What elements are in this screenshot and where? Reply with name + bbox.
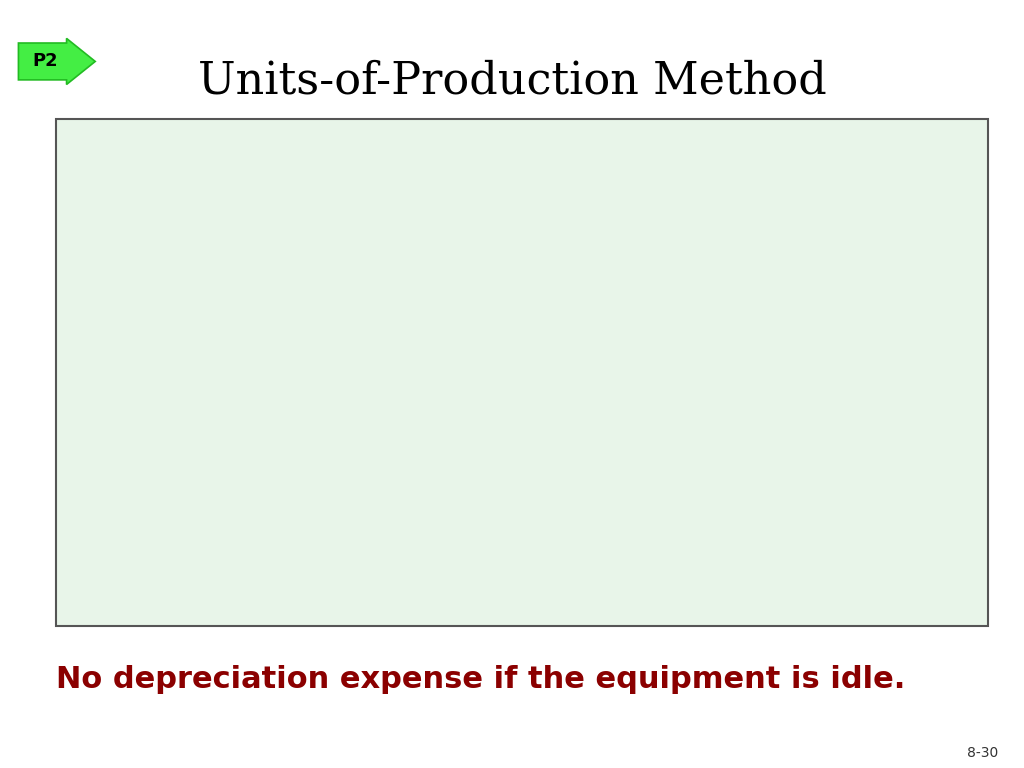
Text: Value: Value: [825, 191, 891, 211]
Text: 28,000: 28,000: [224, 280, 297, 300]
Text: 27,500: 27,500: [818, 280, 891, 300]
Text: 12,600: 12,600: [450, 280, 522, 300]
Text: 9,900: 9,900: [657, 251, 717, 271]
Text: 2010: 2010: [118, 280, 171, 300]
Text: 18,000: 18,000: [224, 368, 297, 388]
Text: 22,500: 22,500: [644, 310, 717, 329]
Text: $: $: [584, 251, 597, 271]
Text: 22,500: 22,500: [644, 280, 717, 300]
Text: P2: P2: [32, 52, 58, 71]
Text: Depreciation: Depreciation: [372, 167, 522, 187]
Text: 14,400: 14,400: [450, 339, 522, 359]
Text: -: -: [290, 310, 297, 329]
Text: 2009: 2009: [118, 251, 171, 271]
Text: 2011: 2011: [118, 310, 171, 329]
Text: Accumulated: Accumulated: [564, 167, 717, 187]
Text: 13,100: 13,100: [818, 339, 891, 359]
FancyArrow shape: [18, 38, 95, 84]
Text: $ 50,000: $ 50,000: [798, 223, 891, 243]
Text: 40,100: 40,100: [818, 251, 891, 271]
Text: 2012: 2012: [118, 339, 171, 359]
Text: Units: Units: [236, 191, 297, 211]
Text: 45,000: 45,000: [450, 406, 522, 426]
Text: 100,000: 100,000: [211, 406, 297, 426]
Text: 45,000: 45,000: [644, 368, 717, 388]
Text: 5,000: 5,000: [831, 368, 891, 388]
Text: No depreciation expense if the equipment is idle.: No depreciation expense if the equipment…: [56, 665, 905, 694]
Text: Year: Year: [118, 191, 170, 211]
Text: 22,000: 22,000: [224, 251, 297, 271]
Text: 8-30: 8-30: [967, 746, 998, 760]
Text: Expense: Expense: [424, 191, 522, 211]
Text: 2013: 2013: [118, 368, 171, 388]
Text: $: $: [389, 251, 402, 271]
Text: Units-of-Production Method: Units-of-Production Method: [198, 59, 826, 102]
Text: $: $: [389, 406, 402, 426]
Text: 9,900: 9,900: [463, 251, 522, 271]
Text: 36,900: 36,900: [644, 339, 717, 359]
Text: Depreciation: Depreciation: [566, 191, 717, 211]
Text: 8,100: 8,100: [463, 368, 522, 388]
Text: 27,500: 27,500: [818, 310, 891, 329]
Text: 32,000: 32,000: [224, 339, 297, 359]
Text: -: -: [515, 310, 522, 329]
Text: Book: Book: [833, 167, 891, 187]
